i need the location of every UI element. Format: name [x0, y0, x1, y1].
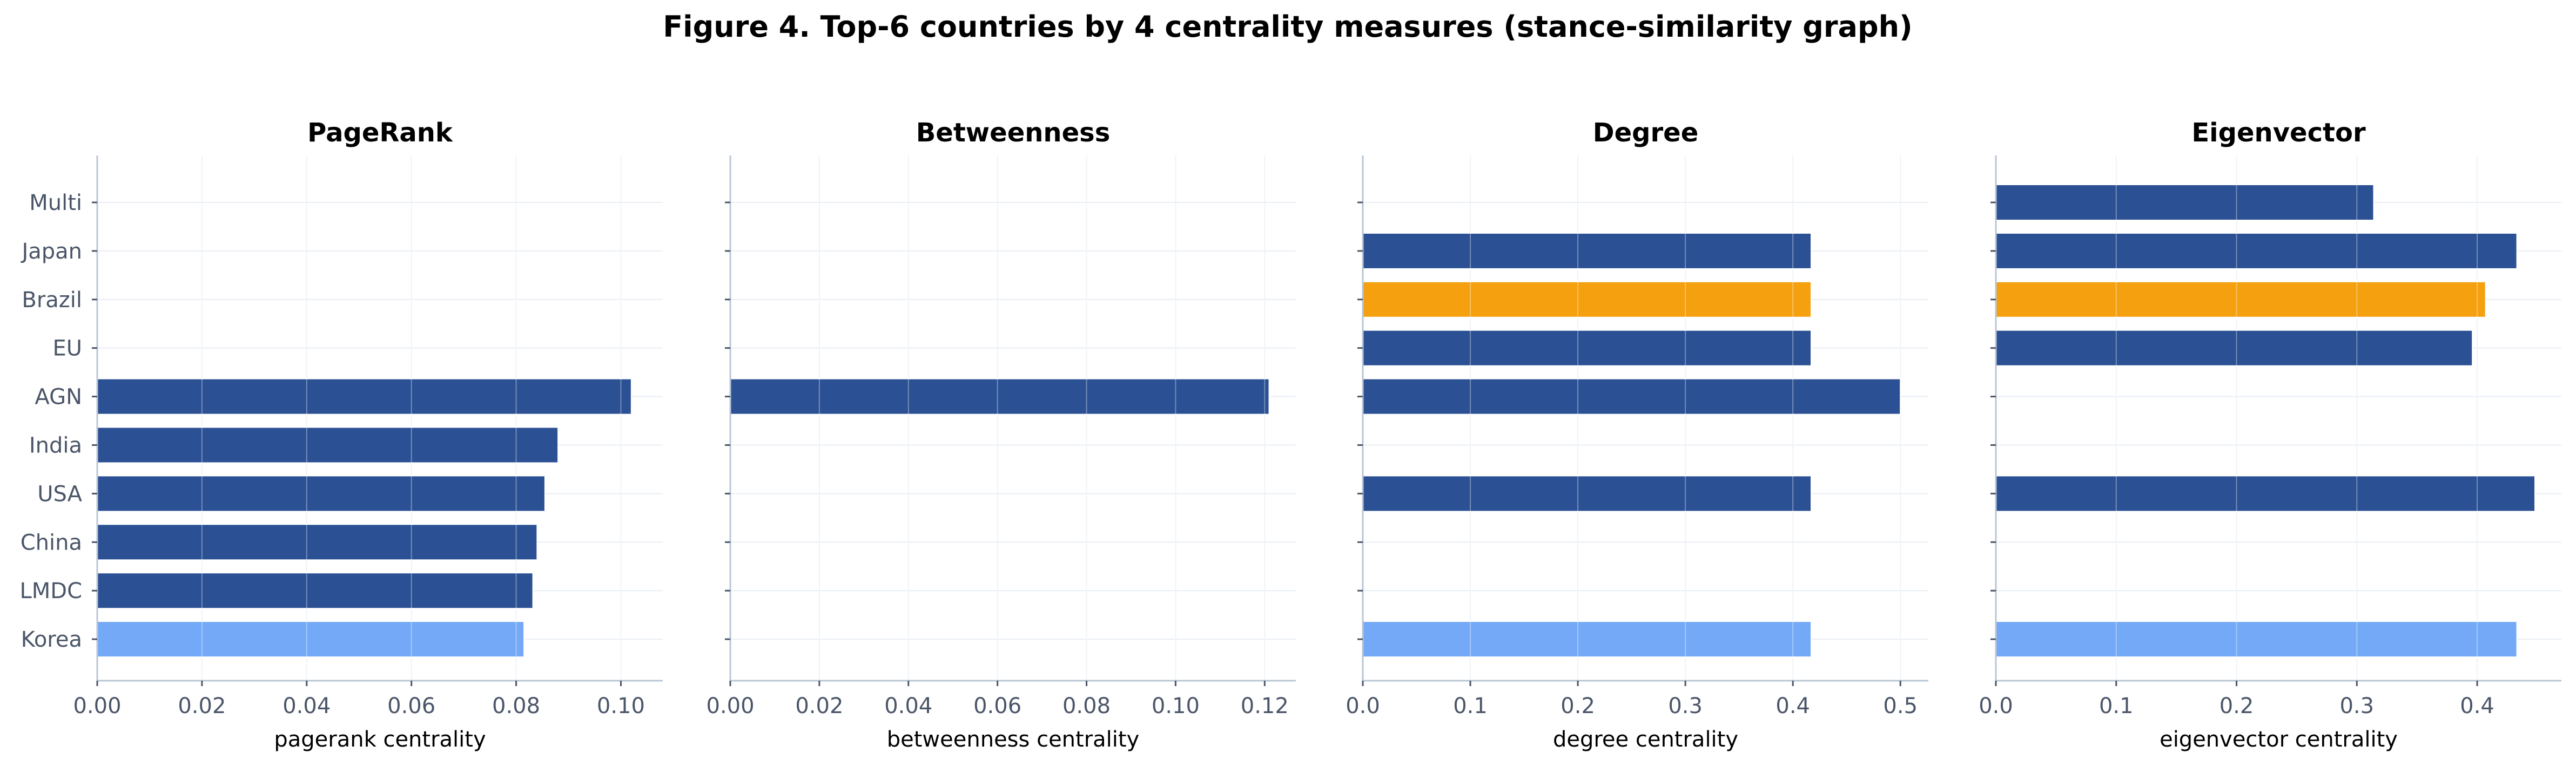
x-tick-label: 0.04	[884, 694, 932, 718]
x-tick-label: 0.3	[2339, 694, 2374, 718]
y-tick-label: Multi	[29, 191, 82, 215]
x-tick-label: 0.12	[1241, 694, 1289, 718]
bar-korea	[1362, 621, 1812, 658]
panel-betweenness: 0.00 0.02 0.04 0.06 0.08 0.10 0.12 Betweenness b…	[706, 118, 1296, 752]
bar-eu	[1362, 329, 1812, 367]
y-tick-label: Korea	[21, 627, 82, 652]
bar-multi	[1995, 184, 2375, 221]
x-tick-label: 0.1	[1453, 694, 1488, 718]
y-tick-label: AGN	[35, 385, 82, 410]
y-tick-label: India	[29, 433, 82, 458]
panel-eigenvector: 0.0 0.1 0.2 0.3 0.4 Eigenvector eigenvector ce…	[1979, 118, 2561, 752]
x-tick-label: 0.02	[178, 694, 226, 718]
panel-pagerank: Multi Japan Brazil EU AGN India USA China LMDC Ko…	[19, 118, 663, 752]
bar-brazil	[1995, 281, 2486, 318]
bar-india	[97, 426, 559, 464]
figure-title: Figure 4. Top-6 countries by 4 centralit…	[663, 10, 1912, 44]
x-tick-label: 0.0	[1979, 694, 2013, 718]
bar-agn	[730, 378, 1270, 415]
bar-japan	[1995, 232, 2518, 269]
x-axis-label: eigenvector centrality	[2160, 727, 2398, 752]
x-tick-label: 0.2	[1561, 694, 1595, 718]
x-axis-label: pagerank centrality	[274, 727, 486, 752]
panel-degree: 0.0 0.1 0.2 0.3 0.4 0.5 Degree degree centralit…	[1346, 118, 1928, 752]
x-tick-label: 0.4	[2460, 694, 2494, 718]
x-tick-label: 0.2	[2219, 694, 2254, 718]
bar-lmdc	[97, 572, 534, 609]
y-tick-label: EU	[52, 336, 82, 361]
y-tick-label: USA	[37, 482, 82, 506]
x-tick-label: 0.10	[597, 694, 645, 718]
x-tick-label: 0.08	[492, 694, 540, 718]
y-tick-label: LMDC	[19, 579, 82, 604]
bar-eu	[1995, 329, 2473, 367]
bar-usa	[1362, 475, 1812, 512]
x-tick-label: 0.02	[795, 694, 843, 718]
panel-title: Degree	[1593, 118, 1699, 148]
y-tick-label: Brazil	[22, 288, 82, 313]
x-tick-label: 0.1	[2099, 694, 2134, 718]
y-tick-label: Japan	[20, 239, 82, 264]
x-tick-label: 0.4	[1775, 694, 1810, 718]
bar-korea	[97, 621, 525, 658]
panels: Multi Japan Brazil EU AGN India USA China LMDC Ko…	[19, 118, 2561, 752]
bar-usa	[97, 475, 546, 512]
x-tick-label: 0.04	[283, 694, 331, 718]
x-tick-label: 0.0	[1346, 694, 1380, 718]
x-tick-label: 0.06	[387, 694, 435, 718]
x-tick-label: 0.3	[1668, 694, 1703, 718]
x-tick-label: 0.5	[1883, 694, 1918, 718]
bar-agn	[1362, 378, 1901, 415]
bar-china	[97, 524, 538, 561]
x-tick-label: 0.00	[706, 694, 754, 718]
x-axis-label: betweenness centrality	[887, 727, 1140, 752]
y-tick-label: China	[21, 530, 82, 555]
bar-agn	[97, 378, 632, 415]
x-tick-label: 0.06	[973, 694, 1021, 718]
bar-brazil	[1362, 281, 1812, 318]
bar-korea	[1995, 621, 2518, 658]
panel-title: Eigenvector	[2191, 118, 2366, 148]
panel-title: PageRank	[307, 118, 453, 148]
bar-usa	[1995, 475, 2535, 512]
x-tick-label: 0.10	[1152, 694, 1200, 718]
panel-title: Betweenness	[916, 118, 1111, 148]
x-axis-label: degree centrality	[1553, 727, 1738, 752]
x-tick-label: 0.08	[1062, 694, 1111, 718]
x-tick-label: 0.00	[73, 694, 121, 718]
bar-japan	[1362, 232, 1812, 269]
